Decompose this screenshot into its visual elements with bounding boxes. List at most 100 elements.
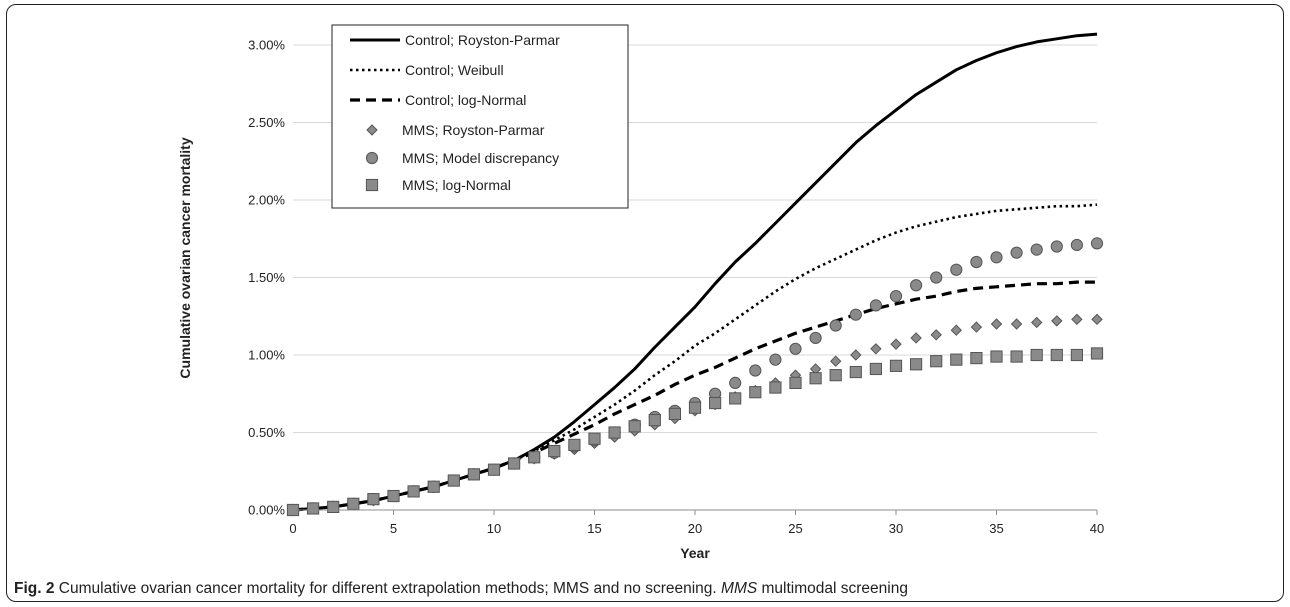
data-point [870,343,882,355]
data-point [1030,348,1043,362]
data-point [769,353,782,366]
data-point [950,324,963,336]
data-point [950,263,963,276]
x-tick-label: 30 [889,521,903,536]
data-point [1050,348,1063,362]
y-tick-label: 0.50% [248,425,285,440]
data-point [890,338,902,350]
data-point [1010,318,1023,330]
y-tick-label: 1.50% [248,270,285,285]
axes: 0.00% 0.50% 1.00% 1.50% 2.00% 2.50% 3.00% 0 5 10 1… [248,38,1104,537]
y-tick-label: 0.00% [248,503,285,518]
data-point [548,445,561,458]
data-point [970,321,983,333]
data-point [829,355,842,367]
data-point [950,353,963,366]
data-point [789,342,802,355]
legend-label: MMS; log-Normal [402,177,511,193]
data-point [1071,313,1083,326]
data-point [990,318,1003,330]
data-point [910,358,923,371]
data-point [1091,313,1103,326]
series-line-control-log-normal [292,280,1097,512]
data-point [709,396,722,410]
data-point [930,271,943,284]
legend-item: Control; log-Normal [350,92,526,108]
legend-item: MMS; Royston-Parmar [366,122,545,138]
x-tick-label: 35 [989,521,1003,536]
x-axis-title: Year [680,545,710,561]
x-tick-label: 10 [487,521,501,536]
y-tick-label: 1.00% [248,348,285,363]
data-point [347,497,360,510]
data-point [749,386,762,399]
data-point [367,493,380,506]
data-point [930,329,942,341]
data-point [1010,246,1023,259]
data-point [829,319,842,332]
legend-item: MMS; Model discrepancy [365,150,559,166]
series-markers-mms-log-normal [286,347,1104,517]
data-point [668,407,681,420]
data-point [1051,315,1063,327]
figure-caption: Fig. 2 Cumulative ovarian cancer mortali… [14,580,908,598]
series-markers-mms-model-discrepancy [286,237,1104,517]
data-point [990,251,1003,264]
data-point [809,372,822,385]
data-point [648,414,661,427]
caption-abbr-text: multimodal screening [757,580,908,597]
data-point [327,500,340,513]
data-point [910,332,922,344]
data-point [849,308,862,321]
data-point [889,290,903,303]
data-point [1030,243,1043,256]
caption-text: Cumulative ovarian cancer mortality for … [54,580,722,597]
y-axis-title: Cumulative ovarian cancer mortality [177,137,193,378]
x-tick-label: 5 [390,521,397,536]
data-point [608,426,621,439]
legend-label: MMS; Model discrepancy [402,150,559,166]
data-point [990,350,1003,363]
figure-frame [6,4,1284,602]
x-tick-label: 15 [587,521,601,536]
data-point [849,365,862,379]
data-point [1050,240,1063,253]
data-point [568,438,581,451]
legend: Control; Royston-Parmar Control; Weibull C… [331,24,629,209]
data-point [528,451,541,464]
data-point [1070,348,1084,362]
data-point [1030,316,1043,329]
legend-swatch [365,151,379,165]
data-point [729,376,742,389]
series-layer [286,32,1104,517]
y-tick-label: 3.00% [248,38,285,53]
data-point [387,489,400,503]
data-point [930,355,943,368]
legend-label: Control; Royston-Parmar [405,32,560,48]
caption-fig-label: Fig. 2 [14,580,55,597]
x-tick-label: 20 [688,521,702,536]
data-point [829,369,842,382]
series-markers-mms-royston-parmar [287,313,1103,516]
data-point [789,376,802,389]
data-point [1010,350,1023,363]
data-point [447,474,460,487]
data-point [729,392,742,405]
data-point [970,255,983,269]
data-point [588,432,601,445]
data-point [869,362,882,376]
data-point [688,401,702,414]
data-point [1070,238,1084,252]
legend-swatch [366,124,378,136]
data-point [889,359,903,372]
data-point [487,463,501,476]
data-point [407,485,420,498]
legend-label: Control; Weibull [405,62,504,78]
data-point [910,279,923,292]
x-tick-label: 25 [788,521,802,536]
data-point [1090,347,1104,360]
data-point [508,457,521,470]
data-point [769,381,782,394]
x-tick-label: 0 [289,521,296,536]
